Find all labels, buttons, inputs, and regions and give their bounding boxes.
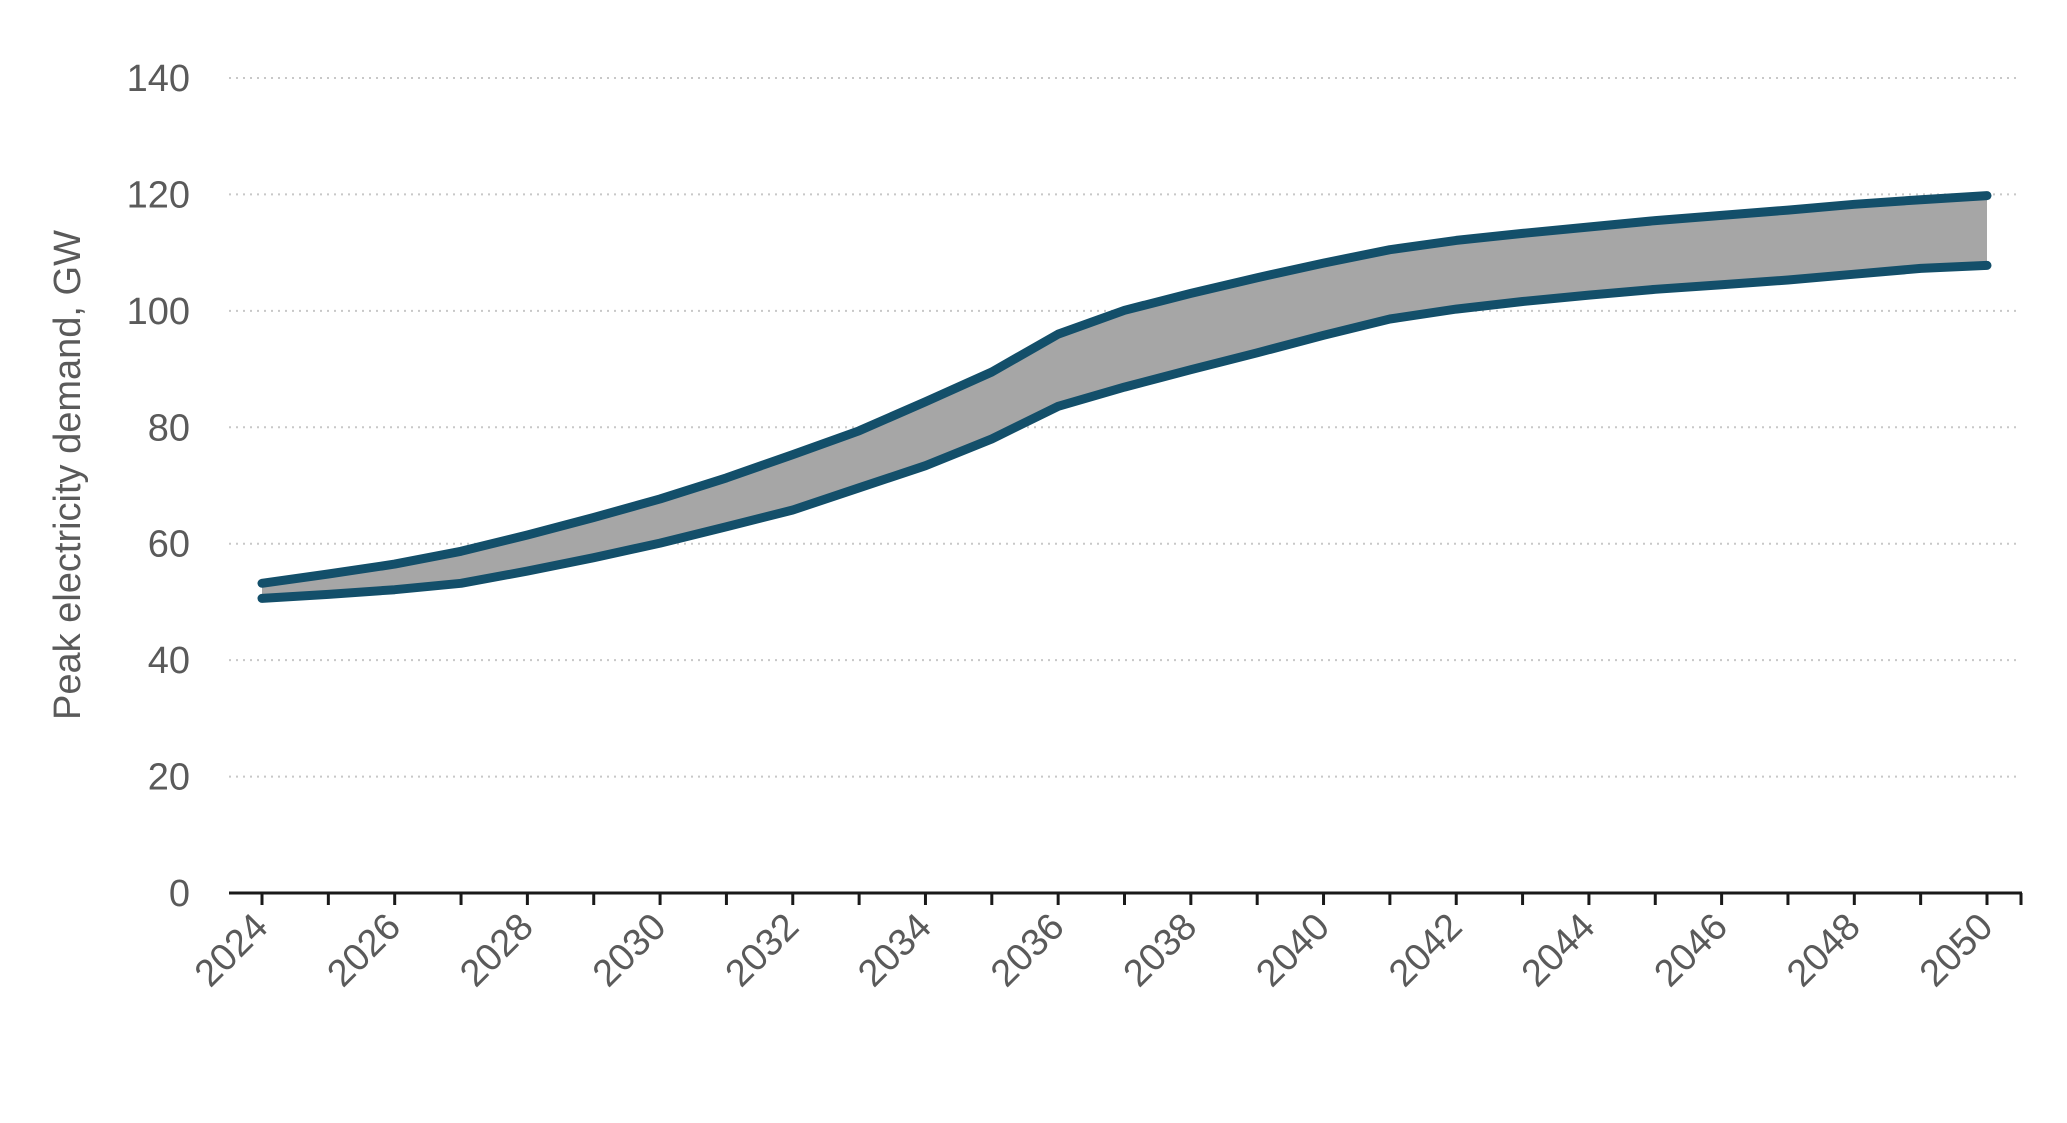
x-tick-label: 2034	[850, 906, 939, 995]
y-tick-label: 60	[148, 524, 190, 566]
x-tick-label: 2040	[1248, 906, 1337, 995]
x-tick-label: 2038	[1116, 906, 1205, 995]
y-tick-label: 80	[148, 407, 190, 449]
y-tick-label: 0	[169, 873, 190, 915]
y-tick-label: 40	[148, 640, 190, 682]
x-tick-label: 2028	[452, 906, 541, 995]
x-tick-label: 2044	[1514, 906, 1603, 995]
x-tick-label: 2048	[1779, 906, 1868, 995]
x-tick-label: 2046	[1646, 906, 1735, 995]
y-tick-label: 20	[148, 757, 190, 799]
x-tick-label: 2032	[718, 906, 807, 995]
upper-bound-line	[257, 191, 1992, 588]
x-tick-label: 2030	[585, 906, 674, 995]
x-tick-label: 2050	[1912, 906, 2001, 995]
y-axis-title: Peak electricity demand, GW	[47, 230, 89, 720]
x-tick-label: 2036	[983, 906, 1072, 995]
x-tick-label: 2042	[1381, 906, 1470, 995]
series-lines	[257, 191, 1992, 603]
y-tick-label: 120	[127, 174, 190, 216]
x-axis-tick-labels: 2024 2026 2028 2030 2032 2034 2036 2038 2040 2042…	[187, 906, 2001, 995]
x-tick-label: 2024	[187, 906, 276, 995]
y-tick-label: 140	[127, 58, 190, 100]
y-axis-tick-labels: 0 20 40 60 80 100 120 140	[127, 58, 190, 915]
axes	[229, 891, 2023, 905]
gridlines	[229, 77, 2021, 778]
y-tick-label: 100	[127, 291, 190, 333]
lower-bound-line	[257, 260, 1992, 603]
x-tick-label: 2026	[320, 906, 409, 995]
